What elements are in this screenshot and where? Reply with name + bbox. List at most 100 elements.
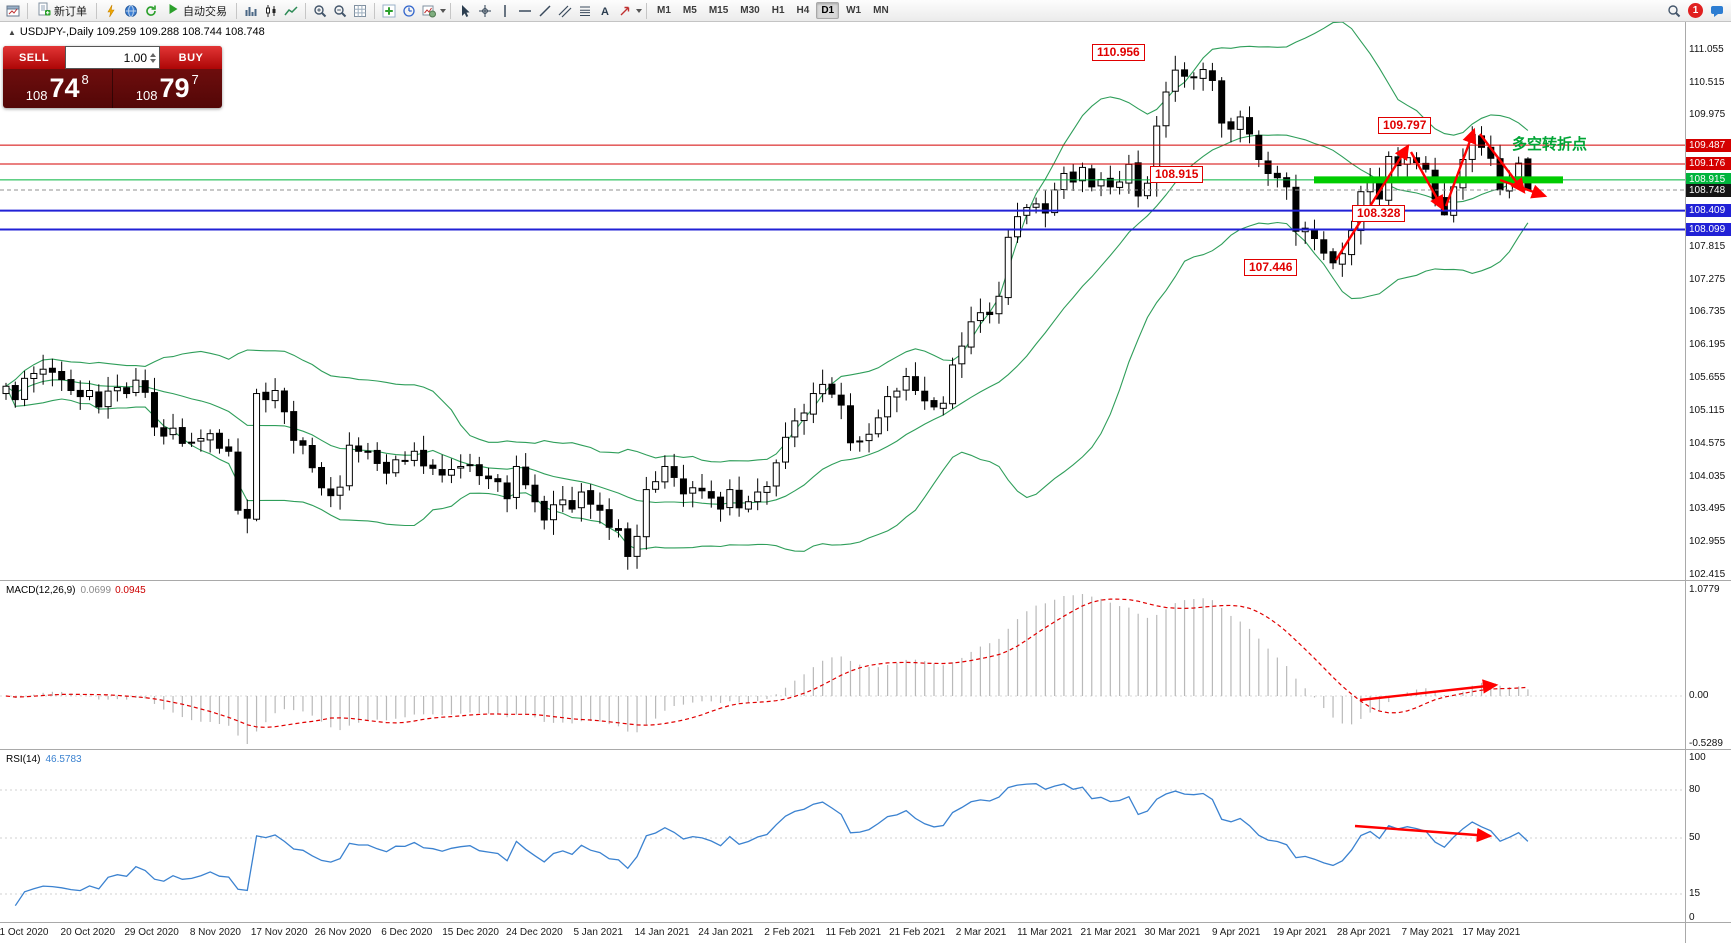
candle — [318, 466, 326, 489]
candle — [215, 432, 223, 449]
candle — [1515, 162, 1523, 178]
candle — [522, 466, 530, 486]
candle — [308, 445, 316, 469]
price-callout-109.797[interactable]: 109.797 — [1378, 117, 1432, 134]
buy-button[interactable]: BUY — [160, 46, 222, 69]
candle — [911, 376, 919, 392]
macd-rsi-separator[interactable] — [0, 749, 1731, 750]
new-order-button[interactable]: 新订单 — [32, 1, 92, 20]
auto-trading-button[interactable]: 自动交易 — [161, 1, 232, 20]
timeframe-M30[interactable]: M30 — [740, 5, 760, 16]
trend-arrow[interactable] — [1479, 133, 1526, 194]
lightning-icon[interactable] — [101, 1, 121, 20]
rsi-name: RSI(14) — [6, 754, 41, 765]
candle — [58, 370, 66, 381]
cursor-icon[interactable] — [455, 1, 475, 20]
timeframe-H1[interactable]: H1 — [771, 5, 785, 16]
volume-spinner[interactable] — [150, 52, 157, 63]
candle — [1051, 189, 1059, 214]
turning-point-annotation[interactable]: 多空转折点 — [1512, 136, 1588, 153]
chart-macd-separator[interactable] — [0, 580, 1731, 581]
trend-arrow[interactable] — [1334, 143, 1410, 261]
timeframe-M5[interactable]: M5 — [682, 5, 697, 16]
volume-input[interactable]: 1.00 — [65, 46, 160, 69]
date-label: 24 Dec 2020 — [506, 927, 563, 938]
candle — [150, 392, 158, 428]
chevron-down-icon[interactable] — [440, 8, 446, 13]
date-label: 5 Jan 2021 — [573, 927, 623, 938]
candle — [457, 465, 465, 469]
trendline-icon[interactable] — [535, 1, 555, 20]
price-axis-label: 104.575 — [1689, 437, 1726, 449]
horizontal-line-icon[interactable] — [515, 1, 535, 20]
candle — [429, 464, 437, 469]
arrows-tool-icon[interactable] — [615, 1, 635, 20]
candle — [661, 465, 669, 483]
refresh-icon[interactable] — [141, 1, 161, 20]
candlestick-icon[interactable] — [261, 1, 281, 20]
candle — [1310, 229, 1318, 240]
candle — [1218, 80, 1226, 124]
cycles-icon[interactable] — [399, 1, 419, 20]
spinner-down-icon[interactable] — [150, 58, 156, 63]
trend-arrow[interactable] — [1409, 151, 1445, 212]
sell-button[interactable]: SELL — [3, 46, 65, 69]
grid-icon[interactable] — [350, 1, 370, 20]
fibonacci-icon[interactable] — [575, 1, 595, 20]
template-icon[interactable] — [419, 1, 439, 20]
crosshair-icon[interactable] — [475, 1, 495, 20]
symbol-ohlc-text: USDJPY-,Daily 109.259 109.288 108.744 10… — [19, 26, 265, 38]
timeframe-D1[interactable]: D1 — [816, 2, 840, 19]
search-icon[interactable] — [1664, 1, 1684, 20]
timeframe-MN[interactable]: MN — [873, 5, 889, 16]
spinner-up-icon[interactable] — [150, 52, 156, 57]
line-chart-icon[interactable] — [281, 1, 301, 20]
buy-price-prefix: 108 — [135, 88, 158, 103]
candle — [772, 462, 780, 487]
price-callout-108.328[interactable]: 108.328 — [1352, 205, 1406, 222]
timeframe-M1[interactable]: M1 — [657, 5, 671, 16]
candle — [86, 390, 94, 398]
rsi-label: RSI(14) 46.5783 — [6, 754, 82, 765]
price-tag-109.176: 109.176 — [1686, 157, 1731, 171]
price-axis[interactable]: 111.055110.515109.975109.435108.895108.3… — [1686, 22, 1731, 943]
price-callout-107.446[interactable]: 107.446 — [1244, 259, 1298, 276]
text-tool-icon[interactable]: A — [595, 1, 615, 20]
notification-badge[interactable]: 1 — [1688, 3, 1703, 18]
candle — [438, 469, 446, 476]
indicators-icon[interactable] — [379, 1, 399, 20]
date-label: 17 May 2021 — [1462, 927, 1521, 938]
candle — [113, 386, 121, 392]
price-callout-110.956[interactable]: 110.956 — [1092, 44, 1145, 61]
candle — [485, 475, 493, 480]
price-callout-108.915[interactable]: 108.915 — [1150, 166, 1204, 183]
zoom-out-icon[interactable] — [330, 1, 350, 20]
channel-icon[interactable] — [555, 1, 575, 20]
chart-window-icon[interactable] — [3, 1, 23, 20]
toolbar-separator — [450, 2, 451, 19]
candle — [763, 486, 771, 493]
sell-price[interactable]: 108 74 8 — [3, 69, 113, 108]
chat-icon[interactable] — [1707, 1, 1727, 20]
chevron-down-icon[interactable] — [636, 8, 642, 13]
timeframe-H4[interactable]: H4 — [796, 5, 810, 16]
bar-chart-icon[interactable] — [241, 1, 261, 20]
trend-arrow[interactable] — [1354, 824, 1493, 843]
candle — [466, 464, 474, 467]
trend-arrow[interactable] — [1359, 679, 1499, 702]
vertical-line-icon[interactable] — [495, 1, 515, 20]
candle — [234, 451, 242, 511]
candle — [949, 364, 957, 405]
trend-arrow[interactable] — [1444, 127, 1477, 207]
timeframe-W1[interactable]: W1 — [846, 5, 862, 16]
candle — [717, 496, 725, 510]
timeframe-M15[interactable]: M15 — [708, 5, 729, 16]
zoom-in-icon[interactable] — [310, 1, 330, 20]
trend-arrow[interactable] — [1499, 178, 1548, 199]
buy-price[interactable]: 108 79 7 — [113, 69, 223, 108]
time-axis[interactable]: 1 Oct 2020 20 Oct 2020 29 Oct 2020 8 Nov 20… — [0, 923, 1685, 943]
candle — [1069, 171, 1077, 183]
globe-icon[interactable] — [121, 1, 141, 20]
candle — [837, 394, 845, 406]
price-axis-label: 105.655 — [1689, 372, 1726, 384]
